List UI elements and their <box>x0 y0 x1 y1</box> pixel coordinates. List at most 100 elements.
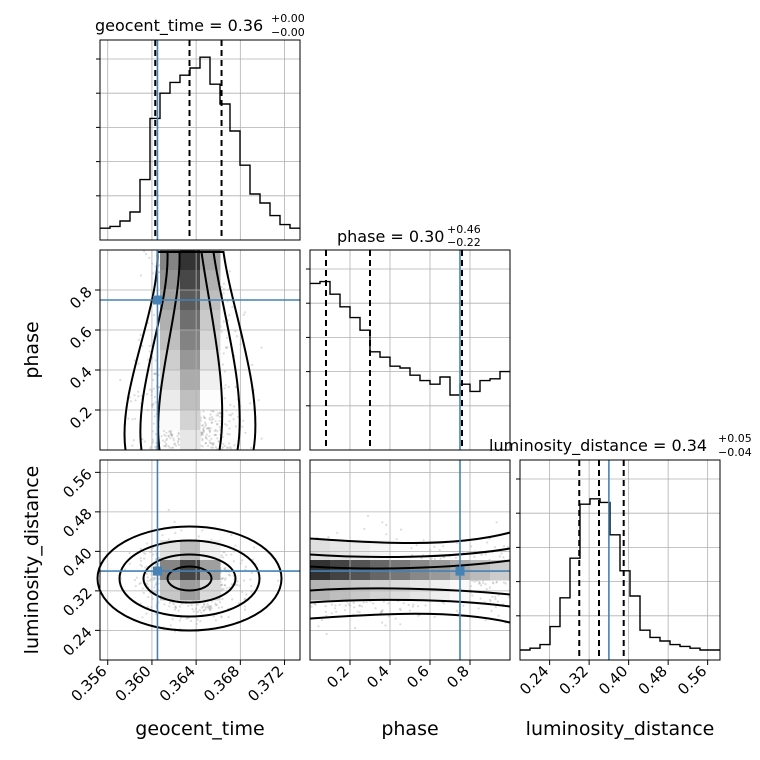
sample-point <box>221 597 224 601</box>
sample-point <box>229 414 233 417</box>
sample-point <box>168 601 171 605</box>
sample-point <box>488 537 491 540</box>
sample-point <box>203 602 206 606</box>
sample-point <box>177 609 180 612</box>
sample-point <box>210 446 213 449</box>
sample-point <box>242 313 245 316</box>
sample-point <box>335 610 338 613</box>
sample-point <box>200 606 203 609</box>
sample-point <box>202 410 205 413</box>
sample-point <box>488 586 492 589</box>
sample-point <box>139 581 142 585</box>
sample-point <box>174 444 178 447</box>
contour-2 <box>142 553 237 604</box>
sample-point <box>152 387 155 390</box>
sample-point <box>407 603 410 607</box>
sample-point <box>220 330 223 333</box>
sample-point <box>174 605 177 608</box>
x-tick-label-luminosity_distance-4: 0.56 <box>674 662 710 698</box>
sample-point <box>163 445 166 448</box>
density-cell <box>180 250 201 271</box>
sample-point <box>200 431 203 434</box>
sample-point <box>223 568 226 571</box>
density-cell <box>160 580 181 601</box>
sample-point <box>422 539 425 542</box>
sample-point <box>243 608 247 611</box>
sample-point <box>232 405 236 408</box>
sample-point <box>372 602 375 605</box>
histogram-geocent_time <box>100 40 300 240</box>
sample-point <box>198 609 201 612</box>
sample-point <box>204 442 207 445</box>
sample-point <box>147 595 150 599</box>
sample-point <box>224 566 227 570</box>
sample-point <box>173 442 176 445</box>
sample-point <box>146 579 149 583</box>
sample-point <box>199 620 202 623</box>
x-tick-label-geocent_time-0: 0.356 <box>67 662 110 705</box>
sample-point <box>211 421 214 424</box>
sample-point <box>170 434 174 437</box>
sample-point <box>338 603 341 606</box>
sample-point <box>219 411 222 414</box>
sample-point <box>177 437 180 440</box>
sample-point <box>128 562 131 565</box>
sample-point <box>439 557 442 560</box>
sample-point <box>230 583 233 586</box>
sample-point <box>155 557 158 560</box>
sample-point <box>165 437 168 440</box>
density-cell <box>160 560 181 581</box>
sample-point <box>146 583 149 586</box>
sample-point <box>249 446 252 450</box>
sample-point <box>154 583 157 586</box>
sample-point <box>139 602 142 605</box>
sample-point <box>234 544 237 547</box>
sample-point <box>202 415 205 418</box>
title-phase: phase = 0.30 <box>337 227 444 246</box>
contour-0 <box>309 531 511 624</box>
histogram-steps <box>100 56 300 229</box>
sample-point <box>207 604 210 608</box>
x-axis-label-luminosity-distance: luminosity_distance <box>526 718 715 740</box>
sample-point <box>223 567 227 571</box>
sample-point <box>173 443 176 446</box>
sample-point <box>226 432 229 435</box>
sample-point <box>495 580 498 583</box>
sample-point <box>146 393 149 396</box>
sample-point <box>163 433 166 436</box>
sample-point <box>230 533 233 537</box>
sample-point <box>209 607 212 610</box>
sample-point <box>221 363 224 366</box>
sample-point <box>424 604 427 607</box>
sample-point <box>228 270 231 273</box>
sample-point <box>480 584 483 587</box>
sample-point <box>243 311 246 314</box>
sample-point <box>347 603 350 606</box>
sample-point <box>224 346 227 349</box>
sample-point <box>154 265 157 268</box>
sample-point <box>442 545 445 548</box>
sample-point <box>146 542 149 545</box>
sample-point <box>228 413 231 416</box>
truth-marker <box>455 566 465 576</box>
sample-point <box>334 604 337 607</box>
sample-point <box>398 607 401 611</box>
sample-point <box>241 559 244 562</box>
sample-point <box>249 402 252 405</box>
sample-point <box>495 521 498 524</box>
sample-point <box>202 430 205 434</box>
sample-point <box>152 272 155 275</box>
sample-point <box>192 610 195 613</box>
sample-point <box>164 445 167 448</box>
x-tick-label-luminosity_distance-1: 0.32 <box>556 662 592 698</box>
density-cell <box>160 410 181 431</box>
sample-point <box>200 611 203 614</box>
sample-point <box>145 572 148 576</box>
sample-point <box>152 422 155 425</box>
sample-point <box>158 557 161 560</box>
sample-point <box>352 601 355 605</box>
sample-point <box>141 587 144 590</box>
sample-point <box>506 545 509 549</box>
sample-point <box>214 429 217 432</box>
sample-point <box>165 438 168 442</box>
